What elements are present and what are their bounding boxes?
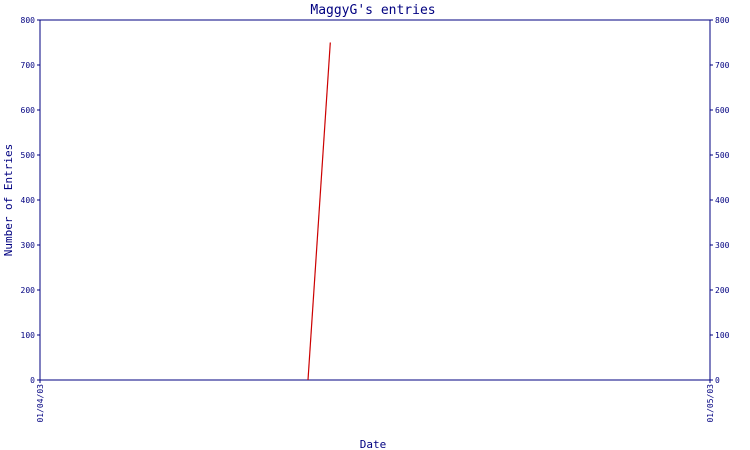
- y-axis-left: 0 100 200 300 400 500 600 700 800: [21, 16, 40, 385]
- y-tick-label-right: 100: [715, 331, 730, 340]
- y-tick-label-left: 500: [21, 151, 36, 160]
- y-tick-label-right: 500: [715, 151, 730, 160]
- y-tick-label-left: 600: [21, 106, 36, 115]
- y-tick-label-right: 0: [715, 376, 720, 385]
- y-tick-label-left: 100: [21, 331, 36, 340]
- y-tick-label-left: 200: [21, 286, 36, 295]
- y-tick-label-right: 400: [715, 196, 730, 205]
- x-tick-label: 01/04/03: [36, 384, 45, 423]
- y-axis-label: Number of Entries: [2, 144, 15, 257]
- x-axis: 01/04/03 01/05/03: [36, 380, 715, 423]
- y-tick-label-left: 400: [21, 196, 36, 205]
- y-tick-label-right: 600: [715, 106, 730, 115]
- chart-title: MaggyG's entries: [310, 3, 435, 18]
- y-tick-label-left: 0: [30, 376, 35, 385]
- y-tick-label-right: 700: [715, 61, 730, 70]
- plot-area: [39, 19, 711, 381]
- y-tick-label-left: 800: [21, 16, 36, 25]
- series-line: [307, 42, 331, 381]
- x-axis-label: Date: [360, 438, 387, 450]
- y-tick-label-right: 800: [715, 16, 730, 25]
- y-tick-label-right: 300: [715, 241, 730, 250]
- x-tick-label: 01/05/03: [706, 384, 715, 423]
- y-tick-label-left: 700: [21, 61, 36, 70]
- y-tick-label-right: 200: [715, 286, 730, 295]
- y-axis-right: 0 100 200 300 400 500 600 700 800: [710, 16, 730, 385]
- series-layer: [307, 42, 331, 381]
- y-tick-label-left: 300: [21, 241, 36, 250]
